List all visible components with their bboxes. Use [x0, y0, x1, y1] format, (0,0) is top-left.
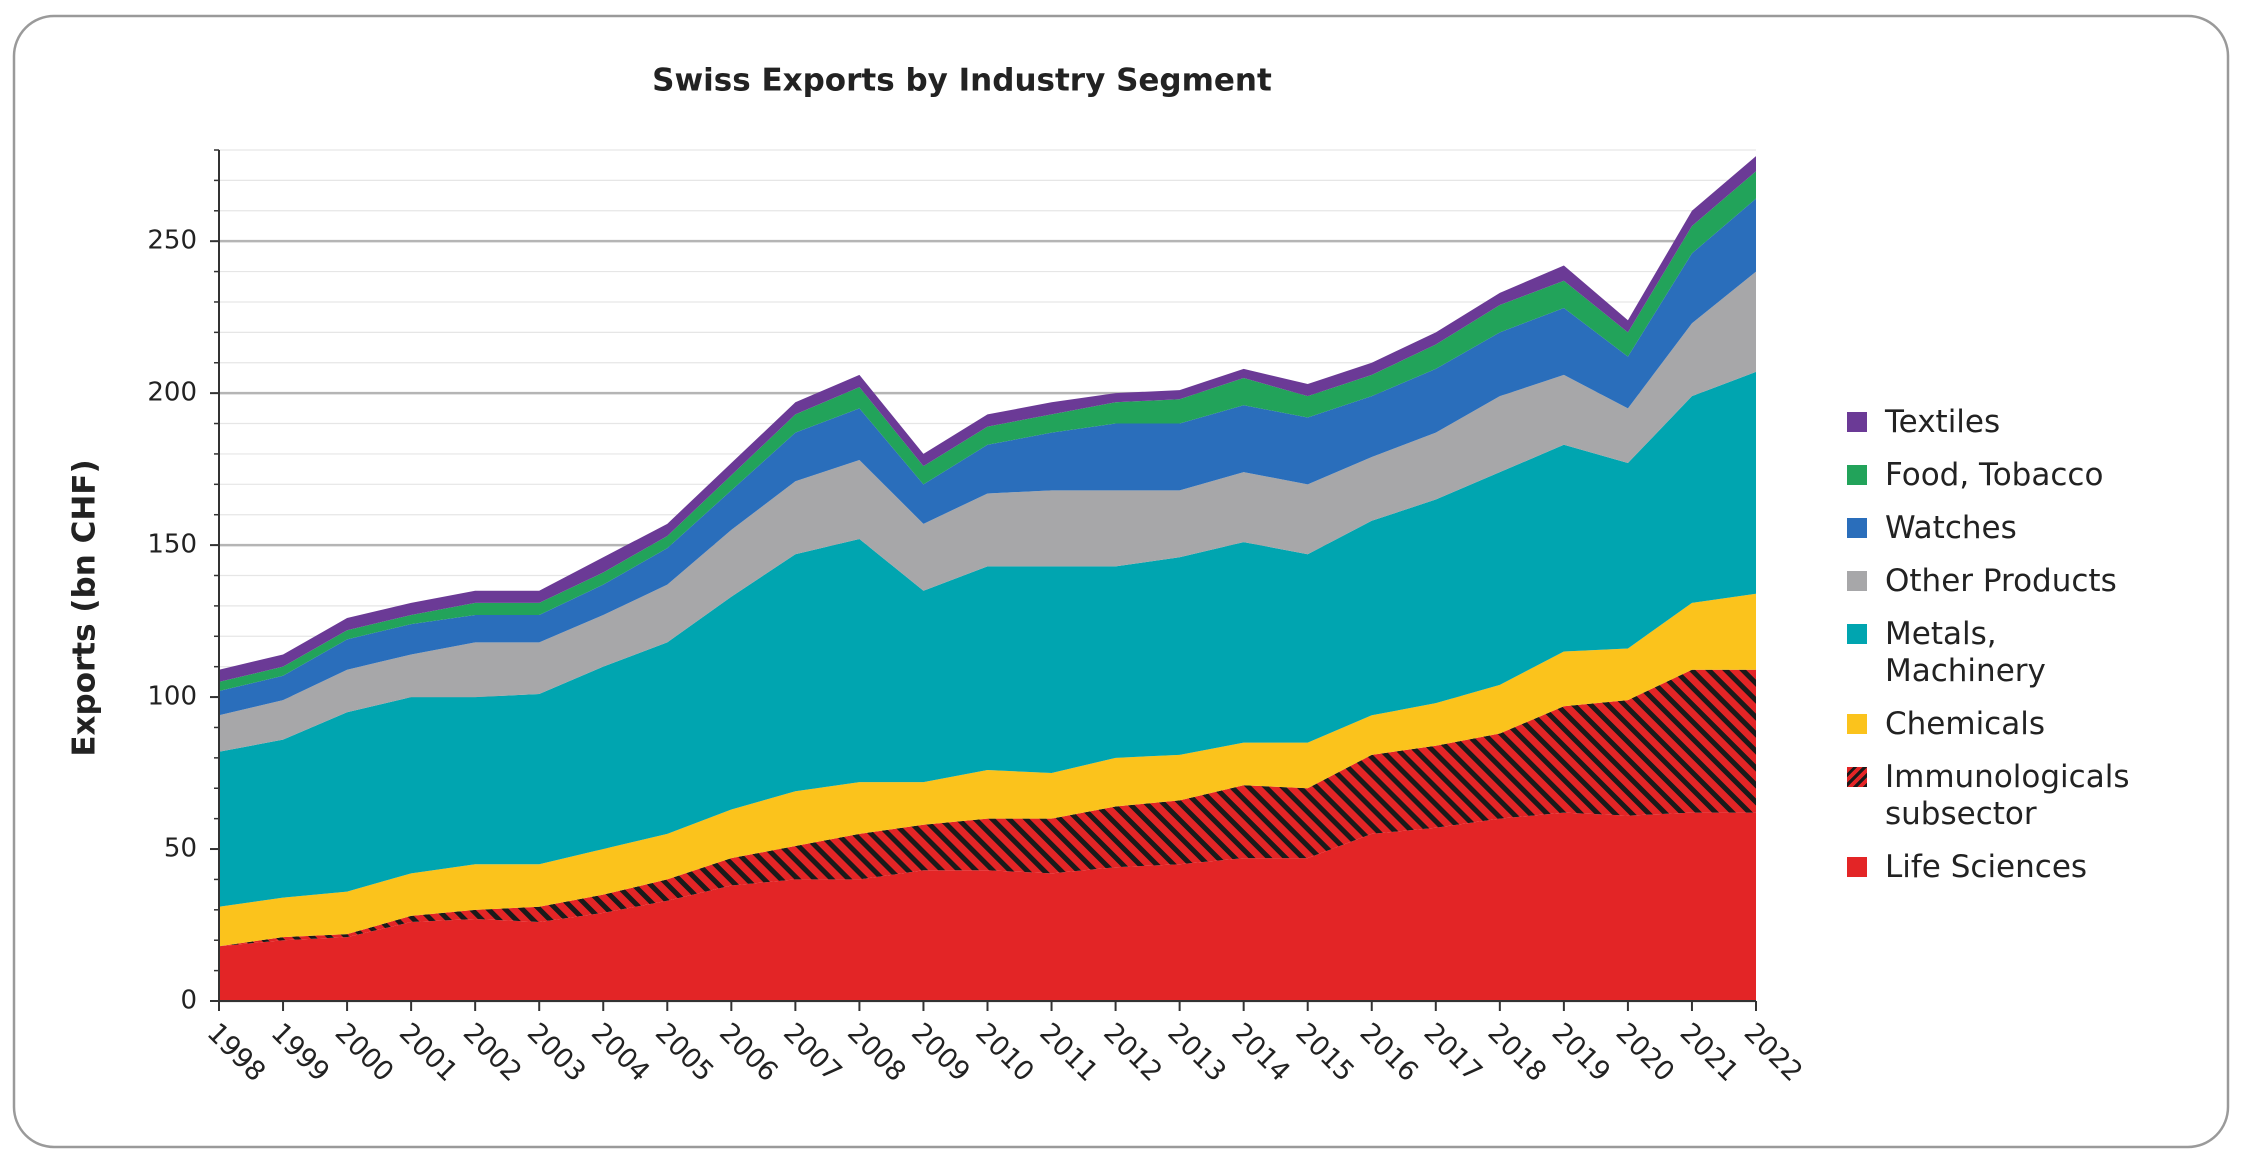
y-tick-label: 100 — [147, 682, 197, 712]
legend-swatch — [1847, 714, 1867, 734]
legend-label: Other Products — [1885, 563, 2117, 599]
legend-item: Life Sciences — [1835, 849, 2235, 886]
y-tick-label: 0 — [180, 986, 197, 1016]
legend-item: Immunologicals subsector — [1835, 759, 2235, 833]
legend-swatch — [1847, 767, 1867, 787]
legend-label: Watches — [1885, 510, 2017, 546]
legend-item: Metals, Machinery — [1835, 616, 2235, 690]
legend-label: Chemicals — [1885, 706, 2045, 742]
y-tick-label: 150 — [147, 530, 197, 560]
legend-item: Watches — [1835, 510, 2235, 547]
legend-swatch — [1847, 465, 1867, 485]
legend-label: Metals, Machinery — [1885, 616, 2046, 689]
y-axis-label: Exports (bn CHF) — [67, 459, 103, 756]
area — [219, 198, 1756, 716]
area — [219, 371, 1756, 907]
legend-item: Other Products — [1835, 563, 2235, 600]
legend-swatch — [1847, 518, 1867, 538]
area — [219, 271, 1756, 752]
legend-item: Textiles — [1835, 404, 2235, 441]
area — [219, 171, 1756, 691]
chart-title: Swiss Exports by Industry Segment — [652, 63, 1272, 99]
legend-label: Textiles — [1885, 404, 2001, 440]
area — [219, 669, 1756, 947]
area — [219, 812, 1756, 1001]
legend-label: Life Sciences — [1885, 849, 2088, 885]
legend-swatch — [1847, 857, 1867, 877]
y-tick-label: 250 — [147, 226, 197, 256]
area — [219, 156, 1756, 682]
legend: Textiles Food, Tobacco Watches Other Produc… — [1835, 404, 2235, 902]
y-tick-label: 50 — [164, 834, 197, 864]
legend-swatch — [1847, 571, 1867, 591]
legend-swatch — [1847, 624, 1867, 644]
legend-item: Food, Tobacco — [1835, 457, 2235, 494]
legend-label: Immunologicals subsector — [1885, 759, 2130, 832]
legend-label: Food, Tobacco — [1885, 457, 2104, 493]
legend-swatch — [1847, 412, 1867, 432]
y-tick-label: 200 — [147, 378, 197, 408]
legend-item: Chemicals — [1835, 706, 2235, 743]
